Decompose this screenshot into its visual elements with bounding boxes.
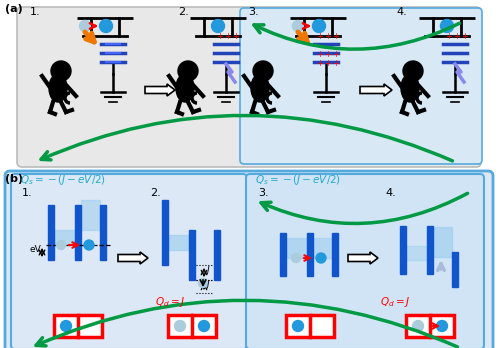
Circle shape [84,240,94,250]
Polygon shape [118,252,148,264]
Bar [452,252,458,287]
Circle shape [412,321,424,332]
Bar [168,315,216,337]
Circle shape [100,19,112,32]
Text: 3.: 3. [258,188,268,198]
Circle shape [51,61,71,81]
Bar [313,238,332,258]
Text: J: J [206,266,208,275]
Text: $Q_d = J$: $Q_d = J$ [380,295,410,309]
Circle shape [292,21,304,32]
Circle shape [253,61,273,81]
Text: +: + [316,50,323,59]
Text: J: J [206,280,208,289]
Bar [332,233,338,276]
Text: (b): (b) [5,174,23,184]
Text: +: + [453,32,460,41]
Text: +: + [324,50,331,59]
Bar [189,230,195,280]
Text: 1.: 1. [22,188,32,198]
Text: 2.: 2. [178,7,189,17]
Polygon shape [145,84,175,96]
Bar [427,226,433,274]
Text: +: + [461,32,468,41]
Bar [214,230,220,280]
Circle shape [80,21,90,32]
Circle shape [212,19,224,32]
Bar [280,233,286,276]
Text: $Q_s = -(J - eV/2)$: $Q_s = -(J - eV/2)$ [20,173,106,187]
Bar [75,205,81,260]
Text: 1.: 1. [30,7,40,17]
Text: +: + [324,32,331,41]
Text: +: + [316,59,323,68]
FancyArrowPatch shape [261,193,468,223]
Text: +: + [332,32,339,41]
Bar [48,205,54,260]
Text: +: + [316,32,323,41]
Polygon shape [360,84,392,96]
Circle shape [198,321,209,332]
FancyBboxPatch shape [240,8,482,164]
Bar [406,315,454,337]
Circle shape [60,321,72,332]
Text: 4.: 4. [396,7,407,17]
Text: 3.: 3. [248,7,258,17]
Ellipse shape [251,74,269,102]
FancyArrowPatch shape [41,116,453,161]
Text: $Q_s = -(J - eV/2)$: $Q_s = -(J - eV/2)$ [255,173,341,187]
Bar [168,235,189,250]
Circle shape [312,19,326,32]
Text: eV: eV [30,245,42,254]
Circle shape [403,61,423,81]
FancyBboxPatch shape [246,174,484,348]
Circle shape [316,253,326,263]
Text: +: + [232,32,239,41]
Bar [100,205,106,260]
Text: +: + [445,32,452,41]
Bar [54,315,102,337]
Circle shape [56,240,66,250]
Polygon shape [348,252,378,264]
Bar [81,200,100,230]
Text: +: + [324,59,331,68]
Circle shape [178,61,198,81]
Text: (a): (a) [5,4,23,14]
FancyBboxPatch shape [11,174,247,348]
Bar [286,315,334,337]
FancyArrowPatch shape [254,23,460,49]
Text: +: + [332,50,339,59]
Text: +: + [216,32,223,41]
Bar [400,226,406,274]
Bar [406,246,427,260]
Text: +: + [332,59,339,68]
Text: 4.: 4. [385,188,396,198]
Bar [286,238,307,258]
Circle shape [292,321,304,332]
Bar [54,230,75,245]
Ellipse shape [401,74,419,102]
Text: 2.: 2. [150,188,161,198]
Text: $Q_d = J$: $Q_d = J$ [155,295,186,309]
FancyBboxPatch shape [17,7,481,167]
Bar [162,200,168,265]
Circle shape [198,278,207,287]
Ellipse shape [49,74,67,102]
FancyArrowPatch shape [36,300,458,347]
FancyBboxPatch shape [5,171,493,348]
Circle shape [174,321,186,332]
Bar [433,227,452,257]
Text: +: + [224,32,231,41]
Circle shape [436,321,448,332]
Circle shape [292,253,300,262]
Ellipse shape [176,74,194,102]
Circle shape [440,19,454,32]
Bar [307,233,313,276]
